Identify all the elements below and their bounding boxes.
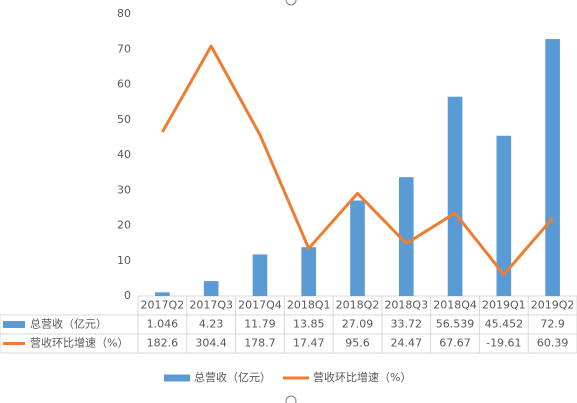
table-cell: 182.6 [147, 337, 179, 350]
table-cell: 56.539 [436, 318, 475, 331]
table-cell: 95.6 [345, 337, 370, 350]
y-tick-label: 50 [117, 113, 131, 126]
table-cell: -19.61 [486, 337, 521, 350]
x-tick-label: 2017Q2 [141, 299, 185, 312]
x-tick-label: 2018Q2 [336, 299, 380, 312]
line [161, 44, 554, 277]
x-tick-label: 2018Q4 [433, 299, 477, 312]
legend-swatch [164, 374, 190, 382]
table-row-label: 总营收（亿元） [30, 317, 107, 331]
y-tick-label: 30 [117, 183, 131, 196]
table-cell: 4.23 [199, 318, 224, 331]
y-tick-label: 70 [117, 42, 131, 55]
y-tick-label: 80 [117, 7, 131, 20]
x-tick-label: 2018Q1 [287, 299, 331, 312]
table-cell: 1.046 [147, 318, 179, 331]
y-tick-label: 0 [124, 289, 131, 302]
x-tick-label: 2019Q2 [531, 299, 575, 312]
bar [447, 96, 463, 296]
bar [545, 39, 560, 297]
bar [203, 281, 219, 296]
table-cell: 17.47 [293, 337, 325, 350]
bar [398, 177, 414, 296]
table-cell: 27.09 [342, 318, 374, 331]
x-tick-label: 2019Q1 [482, 299, 526, 312]
x-tick-label: 2017Q3 [189, 299, 233, 312]
bar [496, 135, 512, 296]
x-tick-label: 2017Q4 [238, 299, 282, 312]
table-cell: 45.452 [485, 318, 524, 331]
table-cell: 67.67 [439, 337, 471, 350]
bar [350, 200, 365, 296]
table-cell: 60.39 [537, 337, 569, 350]
y-tick-label: 10 [117, 254, 131, 267]
table-cell: 24.47 [391, 337, 423, 350]
bar [301, 247, 317, 296]
table-cell: 72.9 [540, 318, 565, 331]
x-tick-label: 2018Q3 [384, 299, 428, 312]
table-cell: 11.79 [244, 318, 276, 331]
table-row-label: 营收环比增速（%） [30, 336, 128, 350]
bar [252, 254, 268, 296]
legend-label: 总营收（亿元） [194, 370, 271, 384]
resize-handle[interactable] [285, 395, 297, 403]
table-cell: 13.85 [293, 318, 325, 331]
y-tick-label: 20 [117, 219, 131, 232]
legend-label: 营收环比增速（%） [313, 370, 411, 384]
table-cell: 33.72 [391, 318, 423, 331]
resize-handle[interactable] [285, 0, 297, 6]
bar [155, 292, 170, 296]
table-cell: 178.7 [244, 337, 276, 350]
y-tick-label: 40 [117, 148, 131, 161]
y-tick-label: 60 [117, 78, 131, 91]
table-cell: 304.4 [195, 337, 227, 350]
legend-swatch [3, 321, 25, 328]
